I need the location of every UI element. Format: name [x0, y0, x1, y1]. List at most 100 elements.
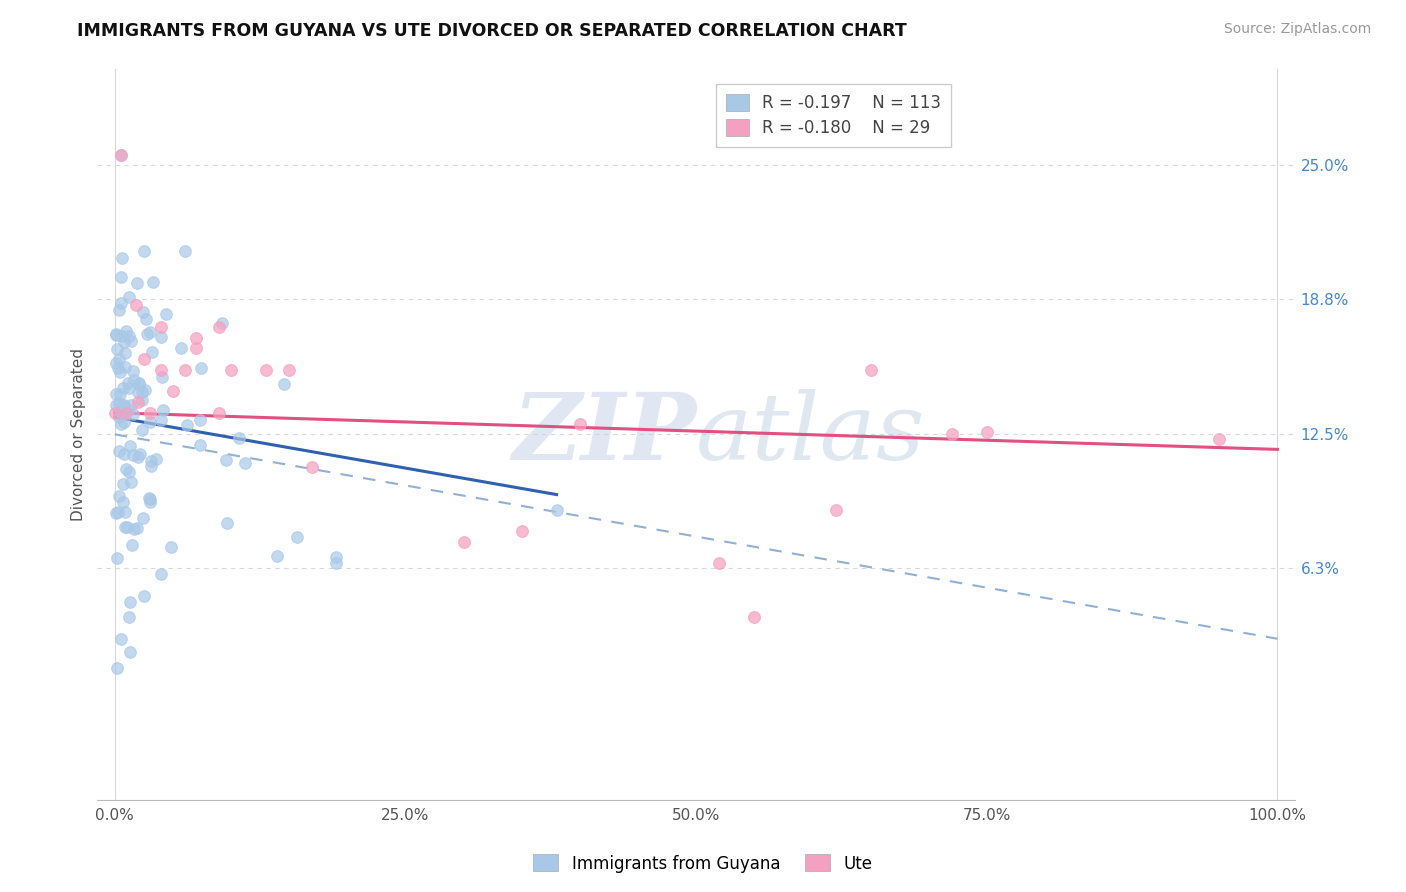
- Point: [285, 530, 308, 544]
- Point: [127, 385, 149, 400]
- Point: [112, 398, 135, 412]
- Point: [128, 376, 150, 390]
- Legend: Immigrants from Guyana, Ute: Immigrants from Guyana, Ute: [527, 847, 879, 880]
- Point: [108, 490, 131, 504]
- Point: [139, 492, 162, 507]
- Point: [104, 326, 127, 341]
- Point: [110, 147, 132, 161]
- Point: [114, 324, 136, 338]
- Point: [125, 276, 148, 290]
- Point: [208, 319, 231, 334]
- Point: [131, 384, 153, 399]
- Point: [233, 456, 256, 470]
- Point: [138, 491, 160, 506]
- Point: [121, 364, 143, 378]
- Point: [150, 412, 173, 426]
- Point: [138, 415, 160, 429]
- Point: [108, 410, 131, 425]
- Point: [859, 363, 882, 377]
- Point: [118, 610, 141, 624]
- Point: [1208, 432, 1230, 446]
- Point: [105, 661, 128, 675]
- Point: [112, 415, 135, 429]
- Point: [132, 304, 155, 318]
- Point: [131, 392, 153, 407]
- Point: [254, 363, 277, 377]
- Point: [150, 330, 173, 344]
- Point: [266, 549, 288, 564]
- Point: [107, 303, 129, 318]
- Point: [115, 462, 138, 476]
- Point: [135, 327, 157, 342]
- Point: [190, 361, 212, 376]
- Point: [112, 447, 135, 461]
- Point: [150, 369, 173, 384]
- Point: [215, 453, 238, 467]
- Point: [107, 444, 129, 458]
- Point: [104, 356, 127, 370]
- Point: [107, 505, 129, 519]
- Point: [273, 377, 295, 392]
- Point: [114, 505, 136, 519]
- Point: [122, 373, 145, 387]
- Point: [325, 549, 347, 564]
- Point: [135, 311, 157, 326]
- Point: [108, 396, 131, 410]
- Point: [132, 244, 155, 259]
- Point: [104, 386, 127, 401]
- Point: [112, 335, 135, 350]
- Point: [160, 540, 183, 554]
- Point: [141, 345, 163, 359]
- Point: [108, 352, 131, 367]
- Point: [325, 557, 347, 571]
- Point: [110, 270, 132, 285]
- Point: [105, 506, 128, 520]
- Point: [114, 359, 136, 374]
- Point: [217, 516, 239, 530]
- Point: [115, 406, 138, 420]
- Point: [127, 450, 149, 465]
- Point: [112, 407, 135, 421]
- Point: [510, 524, 533, 538]
- Point: [120, 644, 142, 658]
- Point: [301, 459, 323, 474]
- Point: [941, 427, 963, 442]
- Point: [568, 417, 591, 431]
- Point: [108, 387, 131, 401]
- Point: [709, 557, 731, 571]
- Point: [118, 290, 141, 304]
- Point: [142, 275, 165, 289]
- Point: [112, 381, 135, 395]
- Point: [115, 520, 138, 534]
- Text: atlas: atlas: [696, 389, 925, 479]
- Point: [111, 494, 134, 508]
- Point: [141, 459, 163, 474]
- Point: [190, 438, 212, 452]
- Point: [742, 610, 765, 624]
- Point: [976, 425, 998, 440]
- Point: [110, 295, 132, 310]
- Point: [150, 363, 173, 377]
- Legend: R = -0.197    N = 113, R = -0.180    N = 29: R = -0.197 N = 113, R = -0.180 N = 29: [716, 84, 952, 147]
- Y-axis label: Divorced or Separated: Divorced or Separated: [72, 348, 86, 521]
- Point: [111, 251, 134, 265]
- Point: [117, 376, 139, 390]
- Point: [117, 403, 139, 417]
- Point: [118, 381, 141, 395]
- Point: [118, 595, 141, 609]
- Point: [139, 495, 162, 509]
- Text: Source: ZipAtlas.com: Source: ZipAtlas.com: [1223, 22, 1371, 37]
- Point: [112, 477, 135, 491]
- Point: [186, 330, 208, 344]
- Point: [120, 334, 142, 349]
- Point: [110, 417, 132, 432]
- Point: [121, 538, 143, 552]
- Point: [120, 398, 142, 412]
- Point: [139, 326, 162, 340]
- Point: [118, 438, 141, 452]
- Point: [132, 351, 155, 366]
- Point: [132, 589, 155, 603]
- Point: [128, 377, 150, 392]
- Point: [108, 404, 131, 418]
- Point: [278, 363, 301, 377]
